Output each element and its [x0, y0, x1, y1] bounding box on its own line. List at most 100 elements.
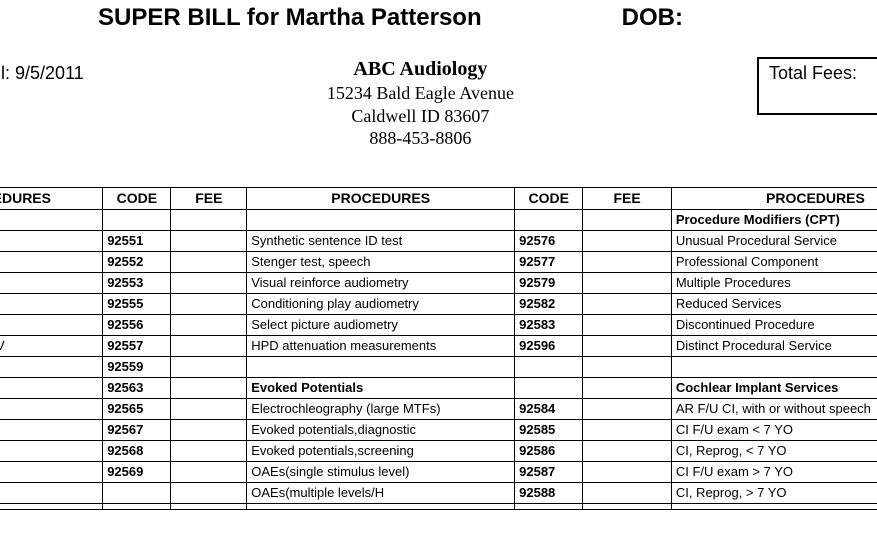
procedure-cell: Distinct Procedural Service: [671, 335, 877, 356]
table-row: :air92552Stenger test, speech92577Profes…: [0, 251, 877, 272]
procedure-cell: [171, 293, 247, 314]
procedure-cell: [171, 230, 247, 251]
procedure-cell: [171, 251, 247, 272]
procedure-cell: [583, 503, 671, 509]
procedure-cell: [583, 377, 671, 398]
code-cell: 92596: [515, 335, 583, 356]
table-row: decay test92569OAEs(single stimulus leve…: [0, 461, 877, 482]
audit-line: : DS: [0, 150, 877, 187]
code-cell: 92579: [515, 272, 583, 293]
table-row: testing92568Evoked potentials,screening9…: [0, 440, 877, 461]
provider-block: ABC Audiology 15234 Bald Eagle Avenue Ca…: [84, 57, 757, 150]
table-row: recognition92556 Select picture audiometr…: [0, 314, 877, 335]
procedure-cell: [171, 335, 247, 356]
procedure-cell: [171, 482, 247, 503]
procedure-cell: Reduced Services: [671, 293, 877, 314]
code-cell: [515, 356, 583, 377]
procedure-cell: [171, 209, 247, 230]
code-cell: 92563: [103, 377, 171, 398]
code-cell: 92583: [515, 314, 583, 335]
total-fees-label: Total Fees:: [769, 63, 857, 83]
procedure-cell: [171, 419, 247, 440]
code-cell: 92586: [515, 440, 583, 461]
procedure-cell: [583, 335, 671, 356]
code-cell: 92552: [103, 251, 171, 272]
procedure-cell: Select picture audiometry: [247, 314, 515, 335]
provider-addr2: Caldwell ID 83607: [84, 105, 757, 128]
procedure-cell: [671, 356, 877, 377]
procedure-cell: :air: [0, 251, 103, 272]
header-block: per Bill: 9/5/2011 ABC Audiology 15234 B…: [0, 57, 877, 150]
table-row: ure tone92565Electrochleography (large M…: [0, 398, 877, 419]
col-header-procedures: PROCEDURES: [247, 187, 515, 209]
procedure-cell: Evoked potentials,diagnostic: [247, 419, 515, 440]
procedure-cell: [171, 272, 247, 293]
procedure-cell: CI, Reprog, > 7 YO: [671, 482, 877, 503]
procedure-cell: t: [0, 377, 103, 398]
section-head-cell: unction Tests: [0, 209, 103, 230]
procedure-cell: up testing: [0, 356, 103, 377]
procedure-cell: ure tone: [0, 398, 103, 419]
procedure-cell: [247, 503, 515, 509]
page-title: SUPER BILL for Martha Patterson DOB:: [0, 0, 877, 34]
procedure-cell: [583, 440, 671, 461]
procedure-cell: (impedance): [0, 419, 103, 440]
back-link[interactable]: Back: [0, 30, 877, 57]
procedure-cell: [247, 209, 515, 230]
procedure-cell: [583, 272, 671, 293]
code-cell: 92587: [515, 461, 583, 482]
procedure-cell: etry threshold EV: [0, 335, 103, 356]
bill-date: per Bill: 9/5/2011: [0, 57, 84, 84]
procedure-cell: Visual reinforce audiometry: [247, 272, 515, 293]
procedure-cell: [583, 293, 671, 314]
col-header-code: CODE: [103, 187, 171, 209]
procedure-cell: Multiple Procedures: [671, 272, 877, 293]
table-row: t92563Evoked PotentialsCochlear Implant …: [0, 377, 877, 398]
code-cell: [515, 503, 583, 509]
procedure-cell: [171, 461, 247, 482]
procedure-cell: CI F/U exam < 7 YO: [671, 419, 877, 440]
table-row: ; air & bone92553Visual reinforce audiom…: [0, 272, 877, 293]
table-row: unction TestsProcedure Modifiers (CPT): [0, 209, 877, 230]
code-cell: 92559: [103, 356, 171, 377]
procedure-cell: Conditioning play audiometry: [247, 293, 515, 314]
section-head-cell: Cochlear Implant Services: [671, 377, 877, 398]
table-row: etry threshld92555Conditioning play audi…: [0, 293, 877, 314]
procedure-cell: tone,air only: [0, 230, 103, 251]
procedure-cell: [583, 419, 671, 440]
code-cell: [515, 209, 583, 230]
code-cell: 92588: [515, 482, 583, 503]
code-cell: 92576: [515, 230, 583, 251]
table-row: OAEs(multiple levels/H92588CI, Reprog, >…: [0, 482, 877, 503]
code-cell: [103, 209, 171, 230]
code-cell: 92568: [103, 440, 171, 461]
procedure-cell: [171, 398, 247, 419]
code-cell: 92556: [103, 314, 171, 335]
code-cell: 92557: [103, 335, 171, 356]
procedure-cell: Electrochleography (large MTFs): [247, 398, 515, 419]
procedure-cell: [171, 314, 247, 335]
procedure-cell: [583, 230, 671, 251]
table-row: etry threshold EV92557HPD attenuation me…: [0, 335, 877, 356]
code-cell: 92569: [103, 461, 171, 482]
code-cell: [103, 482, 171, 503]
procedure-cell: Stenger test, speech: [247, 251, 515, 272]
procedure-cell: [171, 440, 247, 461]
procedure-cell: [247, 356, 515, 377]
procedure-cell: Unusual Procedural Service: [671, 230, 877, 251]
procedure-cell: OAEs(single stimulus level): [247, 461, 515, 482]
provider-phone: 888-453-8806: [84, 127, 757, 150]
dob-label: DOB:: [622, 4, 683, 32]
procedure-cell: CI, Reprog, < 7 YO: [671, 440, 877, 461]
procedure-cell: etry threshld: [0, 293, 103, 314]
title-main: SUPER BILL for Martha Patterson: [98, 4, 482, 32]
procedure-cell: [171, 356, 247, 377]
procedure-cell: [0, 482, 103, 503]
procedure-cell: Discontinued Procedure: [671, 314, 877, 335]
procedure-cell: [583, 461, 671, 482]
procedure-cell: Synthetic sentence ID test: [247, 230, 515, 251]
procedure-cell: [583, 209, 671, 230]
procedure-cell: recognition: [0, 314, 103, 335]
procedure-cell: [583, 482, 671, 503]
col-header-fee: FEE: [583, 187, 671, 209]
